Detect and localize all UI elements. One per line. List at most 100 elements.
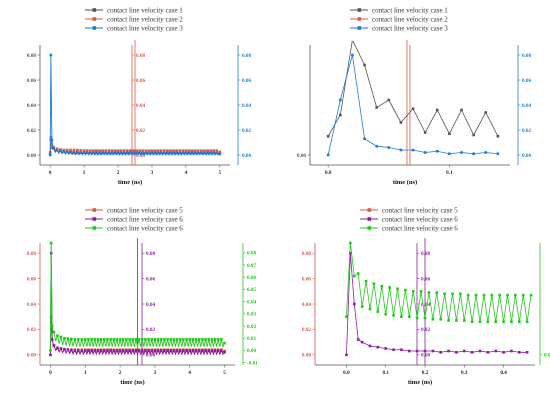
series-marker-1 — [98, 149, 101, 152]
series-marker-2 — [490, 293, 494, 297]
series-marker-2 — [107, 151, 111, 155]
series-marker-2 — [472, 152, 475, 156]
series-marker-2 — [49, 241, 53, 245]
y-tick-label-2: 0.06 — [522, 78, 531, 84]
y-tick-label-2: 0.06 — [242, 78, 251, 84]
series-group — [345, 241, 533, 357]
y-tick-label-0: 0.04 — [27, 302, 36, 308]
series-marker-2 — [215, 151, 219, 155]
chart-panel-bottom-right: 0.00 0.02 0.04 0.06 0.08 0.00 0.02 0.04 0.06 0.08… — [275, 200, 550, 402]
series-marker-1 — [356, 338, 360, 341]
series-marker-1 — [384, 347, 388, 350]
series-marker-2 — [106, 338, 109, 341]
series-marker-2 — [69, 151, 72, 154]
legend-swatch-marker — [357, 8, 362, 12]
series-marker-2 — [101, 151, 104, 155]
series-marker-1 — [50, 338, 54, 341]
series-marker-2 — [131, 338, 135, 341]
series-marker-1 — [110, 149, 114, 152]
x-tick-label: 2 — [119, 370, 122, 376]
series-marker-2 — [85, 151, 89, 155]
series-marker-2 — [77, 338, 80, 341]
series-marker-0 — [399, 121, 403, 124]
series-marker-2 — [63, 336, 66, 340]
series-marker-2 — [502, 320, 505, 324]
series-marker-2 — [435, 149, 439, 153]
series-marker-1 — [178, 149, 182, 152]
series-marker-2 — [191, 338, 195, 341]
series-marker-2 — [419, 289, 423, 293]
series-marker-2 — [92, 151, 95, 155]
legend-label: contact line velocity case 5 — [107, 206, 183, 214]
legend-label: contact line velocity case 1 — [107, 6, 183, 14]
series-marker-1 — [113, 149, 117, 152]
legend-swatch-marker — [367, 226, 372, 230]
series-marker-1 — [132, 149, 135, 152]
series-marker-2 — [159, 338, 163, 341]
y-tick-label-2: 0.01 — [247, 336, 256, 342]
series-marker-2 — [169, 338, 173, 341]
series-marker-1 — [121, 349, 125, 352]
series-marker-2 — [147, 151, 151, 155]
series-marker-2 — [88, 151, 92, 155]
series-marker-1 — [486, 350, 490, 354]
x-tick-label: 0 — [49, 170, 52, 176]
series-marker-0 — [351, 41, 354, 42]
series-marker-1 — [163, 349, 166, 352]
series-marker-2 — [510, 320, 513, 324]
y-tick-label-1: 0.08 — [146, 251, 155, 257]
series-marker-1 — [200, 149, 203, 152]
series-marker-1 — [462, 349, 466, 353]
series-marker-2 — [204, 338, 207, 341]
y-tick-label-2: 0.04 — [247, 299, 256, 305]
series-marker-1 — [172, 349, 176, 352]
x-tick-label: 1 — [83, 170, 86, 176]
x-tick-label: 0.2 — [422, 370, 429, 376]
series-marker-2 — [137, 338, 141, 341]
series-marker-1 — [352, 302, 356, 306]
y-tick-label-2: 0.00 — [522, 153, 531, 159]
series-marker-1 — [80, 349, 84, 352]
series-marker-1 — [181, 149, 185, 152]
series-marker-2 — [388, 286, 391, 289]
series-marker-1 — [201, 349, 204, 352]
y-tick-label-2: 0.07 — [247, 263, 256, 269]
series-marker-2 — [50, 324, 54, 328]
series-marker-1 — [470, 350, 474, 354]
series-marker-1 — [122, 149, 126, 152]
series-marker-2 — [411, 148, 415, 152]
series-marker-1 — [62, 148, 66, 152]
series-marker-2 — [399, 148, 403, 152]
series-marker-2 — [118, 338, 122, 341]
series-marker-2 — [352, 274, 356, 278]
series-marker-2 — [150, 151, 154, 155]
series-marker-1 — [156, 149, 160, 152]
series-marker-1 — [172, 149, 175, 152]
legend-swatch-marker — [92, 26, 97, 30]
legend-label: contact line velocity case 3 — [372, 24, 448, 32]
y-tick-label-2: 0.08 — [247, 251, 256, 257]
series-marker-1 — [52, 344, 56, 347]
legend-swatch-marker — [357, 17, 362, 21]
series-marker-2 — [187, 151, 191, 155]
y-tick-label-0: 0.00 — [297, 153, 306, 159]
series-marker-2 — [163, 151, 166, 155]
series-marker-2 — [95, 151, 98, 155]
series-marker-1 — [185, 349, 188, 352]
y-tick-label-2: 0.08 — [522, 53, 531, 59]
series-marker-2 — [163, 338, 166, 341]
series-marker-1 — [129, 149, 132, 152]
series-marker-2 — [223, 341, 226, 345]
series-marker-1 — [194, 349, 198, 352]
series-marker-2 — [65, 150, 69, 154]
x-tick-label: 4 — [185, 170, 188, 176]
series-marker-2 — [129, 151, 132, 155]
series-marker-2 — [482, 293, 486, 297]
y-tick-label-2: 0.03 — [247, 312, 256, 318]
y-tick-label-1: 0.02 — [146, 327, 155, 333]
series-marker-2 — [125, 151, 129, 155]
series-marker-1 — [119, 149, 123, 152]
series-marker-2 — [141, 151, 145, 155]
series-marker-2 — [349, 241, 352, 245]
series-marker-2 — [178, 338, 182, 341]
